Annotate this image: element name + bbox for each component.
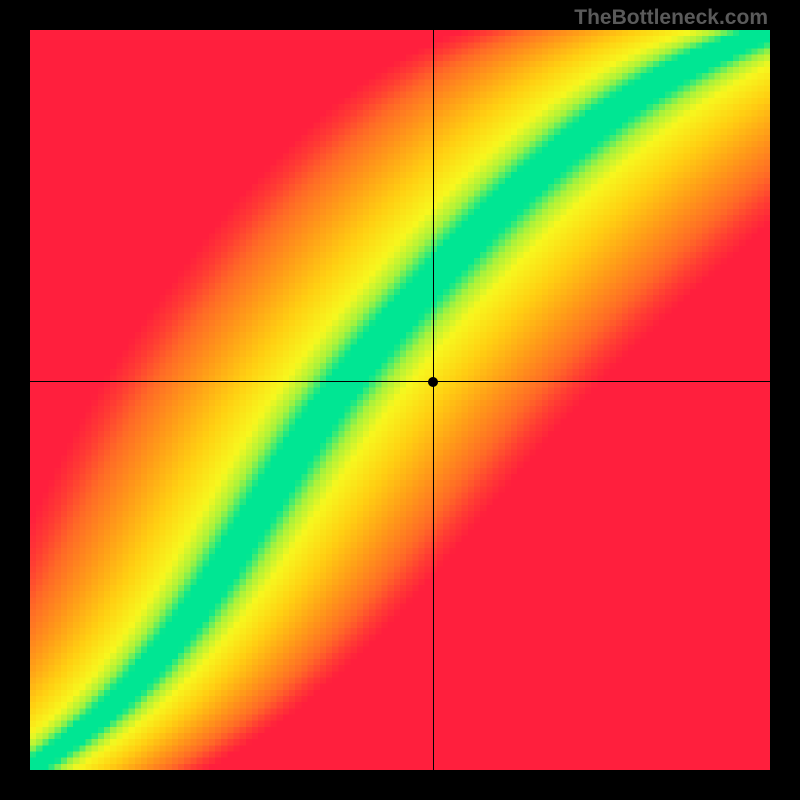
watermark-text: TheBottleneck.com xyxy=(574,6,768,30)
crosshair-vertical xyxy=(433,30,434,770)
crosshair-horizontal xyxy=(30,381,770,382)
bottleneck-heatmap xyxy=(30,30,770,770)
chart-container: TheBottleneck.com xyxy=(0,0,800,800)
selection-marker xyxy=(428,377,438,387)
